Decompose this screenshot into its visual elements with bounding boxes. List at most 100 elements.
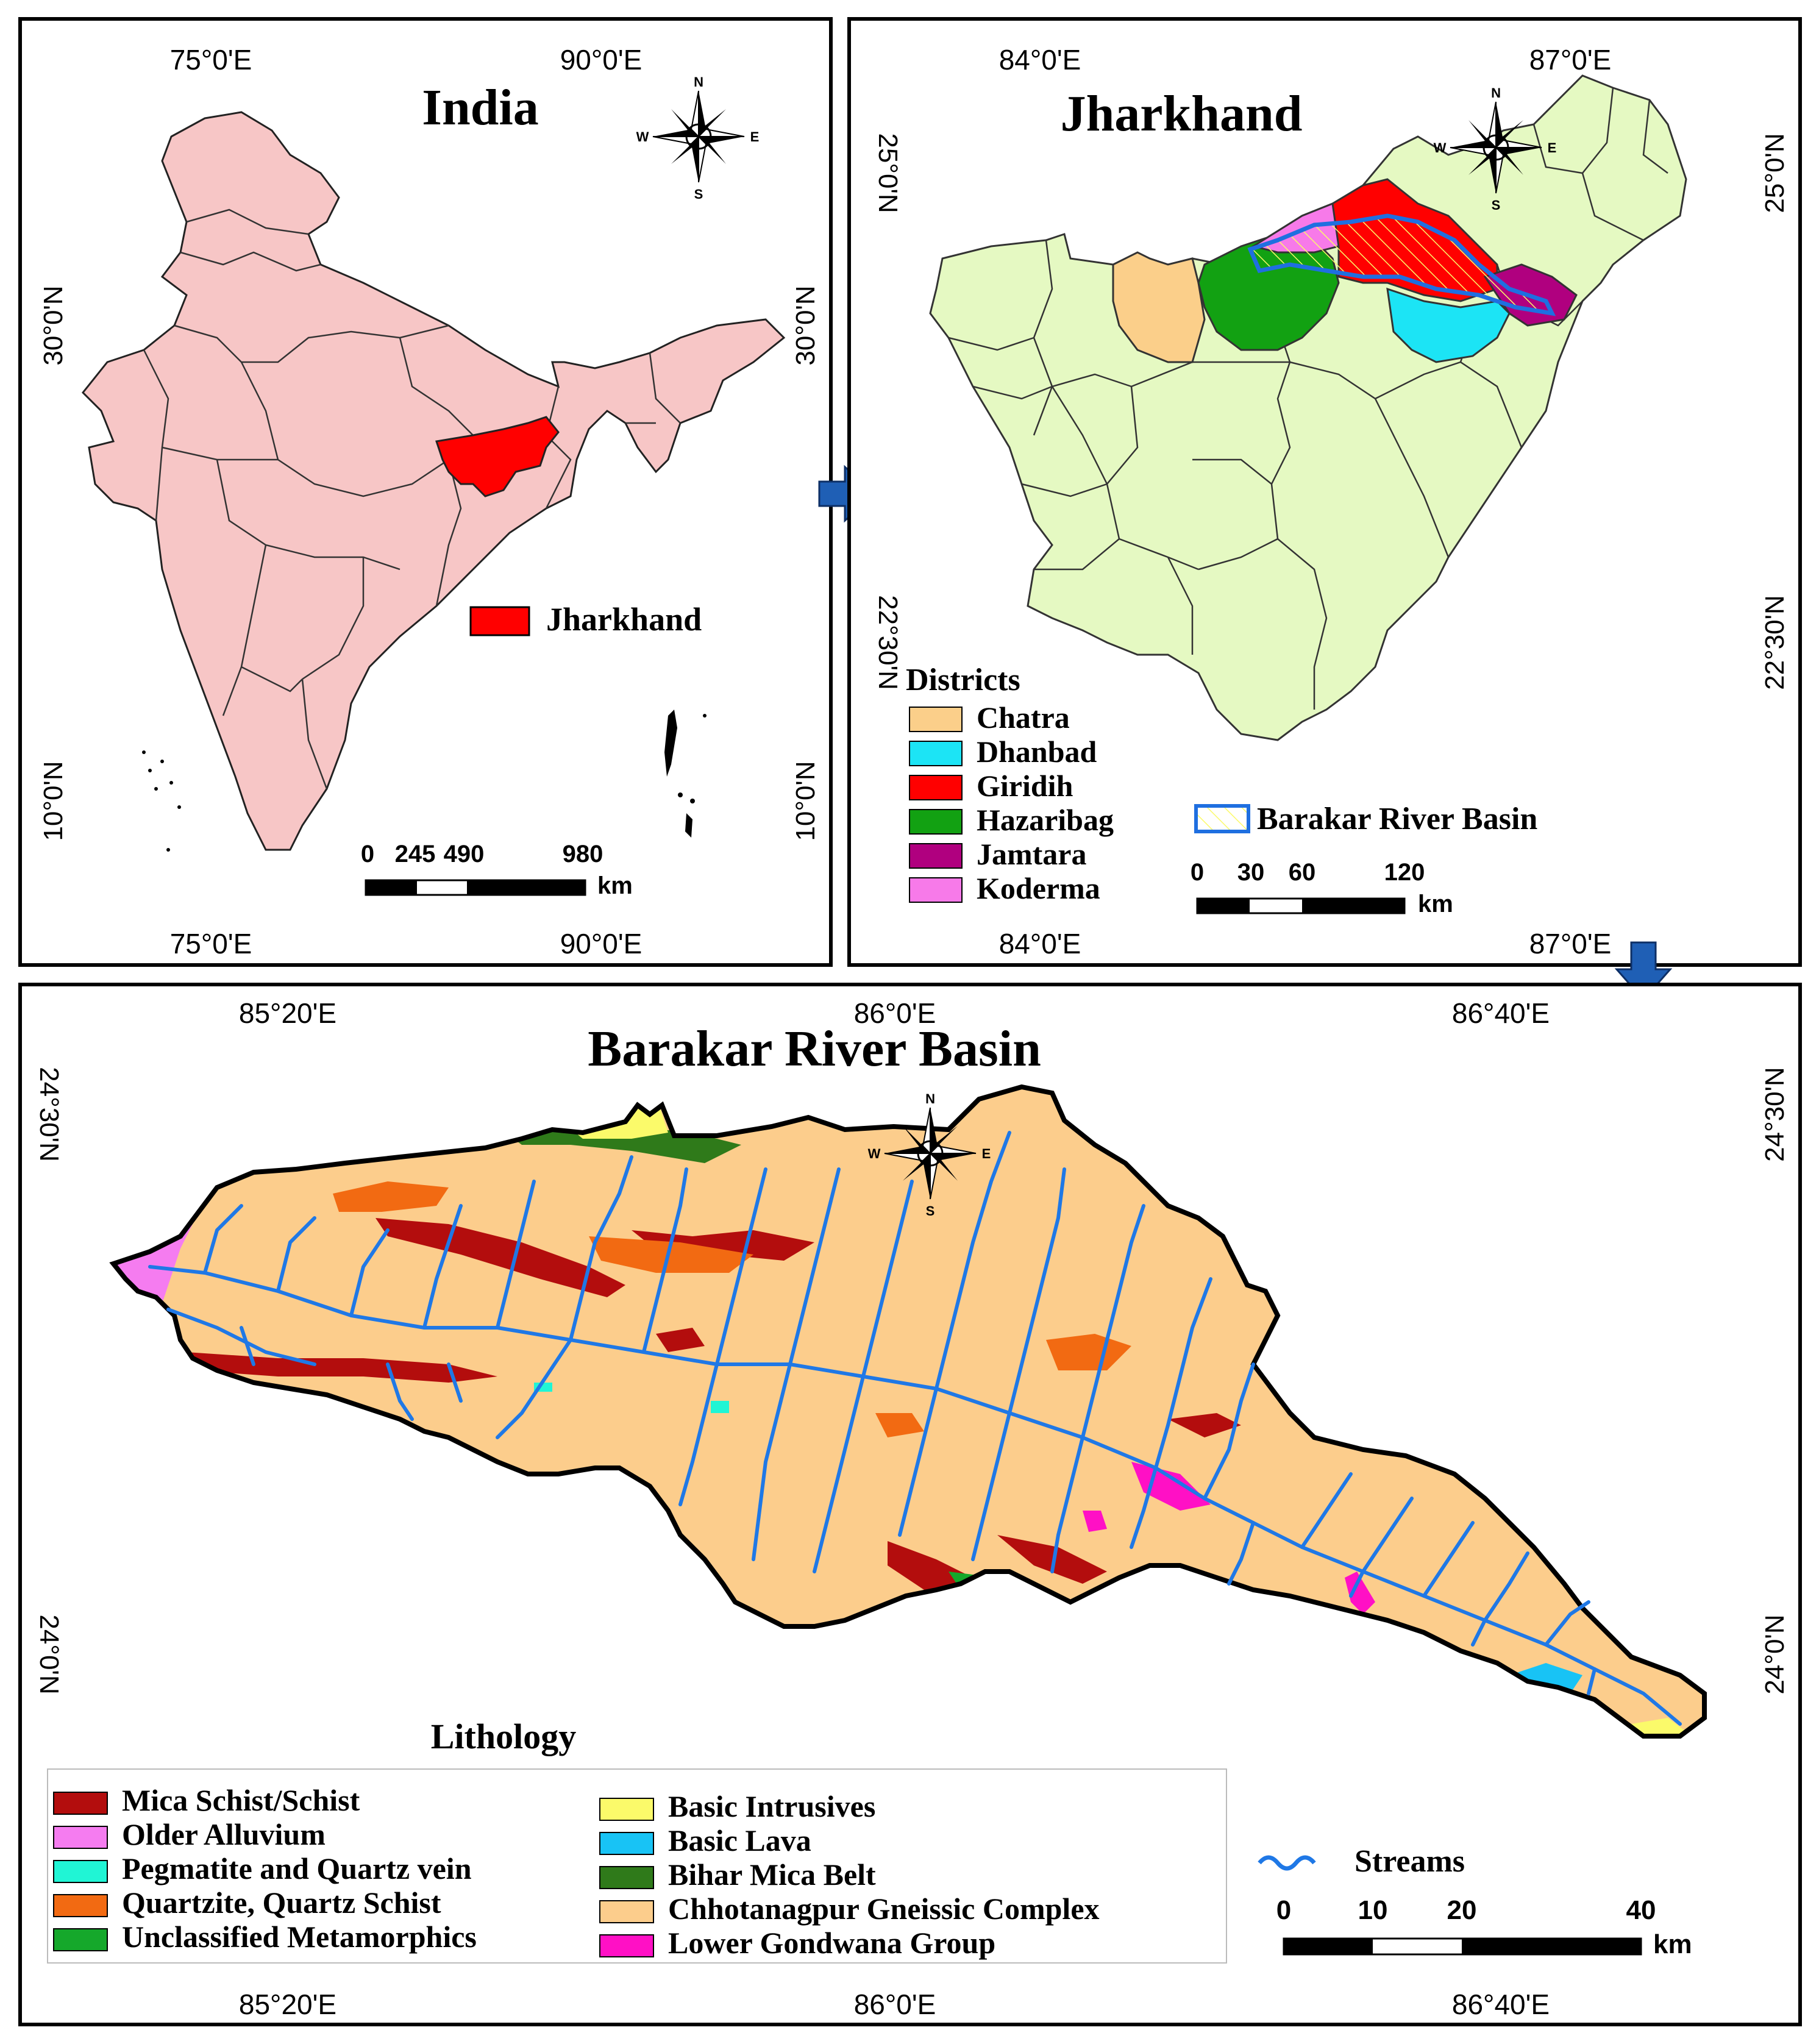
top-lon-1: 84°0'E (999, 44, 1081, 76)
left-lat-2: 10°0'N (38, 761, 68, 841)
svg-text:E: E (1548, 140, 1557, 155)
bottom-lon-1: 75°0'E (170, 928, 252, 960)
legend-swatch (54, 1792, 107, 1814)
legend-label: Older Alluvium (122, 1817, 326, 1851)
jharkhand-panel: 84°0'E 87°0'E 84°0'E 87°0'E 25°0'N 22°30… (847, 17, 1802, 967)
legend-swatch (600, 1832, 653, 1854)
bottom-lon-2: 86°0'E (854, 1989, 936, 2020)
legend-label: Lower Gondwana Group (668, 1926, 995, 1960)
legend-swatch (600, 1798, 653, 1820)
legend-swatch (910, 775, 962, 800)
svg-text:km: km (597, 872, 633, 899)
basin-scale-bar: 0 10 20 40 km (1276, 1895, 1692, 1959)
bottom-lon-2: 87°0'E (1529, 928, 1612, 960)
india-panel: 75°0'E 90°0'E 75°0'E 90°0'E 30°0'N 10°0'… (18, 17, 833, 967)
basin-panel: 85°20'E 86°0'E 86°40'E 85°20'E 86°0'E 86… (18, 983, 1802, 2026)
left-lat-2: 22°30'N (873, 595, 903, 690)
india-scale-bar: 0 245 490 980 km (361, 841, 633, 899)
svg-text:E: E (982, 1146, 991, 1161)
svg-text:km: km (1418, 891, 1453, 917)
legend-swatch (600, 1867, 653, 1889)
left-lat-1: 24°30'N (34, 1067, 64, 1162)
svg-text:0: 0 (1191, 859, 1204, 886)
jharkhand-title: Jharkhand (1061, 85, 1303, 142)
legend-swatch (910, 741, 962, 766)
svg-text:30: 30 (1237, 859, 1265, 886)
top-lon-2: 90°0'E (560, 44, 643, 76)
legend-label: Jamtara (977, 837, 1087, 871)
legend-label-streams: Streams (1354, 1844, 1465, 1879)
legend-label: Mica Schist/Schist (122, 1783, 360, 1817)
right-lat-1: 25°0'N (1760, 133, 1790, 213)
legend-swatch (600, 1901, 653, 1923)
svg-text:N: N (1491, 85, 1501, 101)
basin-map: 85°20'E 86°0'E 86°40'E 85°20'E 86°0'E 86… (22, 986, 1798, 2023)
legend-label: Basic Lava (668, 1823, 811, 1857)
legend-label: Basic Intrusives (668, 1789, 875, 1823)
svg-text:km: km (1653, 1929, 1692, 1959)
jharkhand-scale-bar: 0 30 60 120 km (1191, 859, 1453, 917)
svg-text:0: 0 (361, 841, 374, 867)
legend-swatch (54, 1861, 107, 1882)
legend-swatch (600, 1935, 653, 1957)
legend-label-basin: Barakar River Basin (1257, 802, 1537, 836)
top-lon-1: 85°20'E (239, 997, 336, 1029)
bottom-lon-2: 90°0'E (560, 928, 643, 960)
top-lon-1: 75°0'E (170, 44, 252, 76)
right-lat-1: 30°0'N (791, 285, 821, 365)
legend-swatch (910, 844, 962, 868)
legend-label: Chatra (977, 700, 1070, 735)
india-outline (83, 112, 784, 850)
districts-legend: Districts ChatraDhanbadGiridihHazaribagJ… (906, 663, 1114, 905)
svg-text:0: 0 (1276, 1895, 1291, 1925)
bottom-lon-1: 85°20'E (239, 1989, 336, 2020)
right-lat-2: 22°30'N (1760, 595, 1790, 690)
india-title: India (422, 79, 538, 136)
legend-swatch (910, 810, 962, 834)
legend-swatch (910, 878, 962, 902)
svg-text:245: 245 (395, 841, 436, 867)
legend-swatch-jharkhand (471, 607, 529, 635)
svg-text:W: W (636, 129, 649, 144)
legend-swatch (910, 707, 962, 732)
top-lon-2: 87°0'E (1529, 44, 1612, 76)
basin-title: Barakar River Basin (588, 1020, 1041, 1077)
legend-swatch-basin (1196, 806, 1248, 831)
svg-text:60: 60 (1289, 859, 1316, 886)
svg-text:S: S (926, 1203, 935, 1219)
legend-label: Hazaribag (977, 803, 1114, 837)
jharkhand-map: 84°0'E 87°0'E 84°0'E 87°0'E 25°0'N 22°30… (851, 21, 1798, 963)
legend-swatch (54, 1895, 107, 1917)
svg-text:E: E (750, 129, 760, 144)
svg-text:S: S (694, 187, 703, 202)
lithology-heading: Lithology (431, 1717, 577, 1756)
legend-label: Giridih (977, 769, 1073, 803)
legend-label: Bihar Mica Belt (668, 1857, 876, 1892)
svg-text:490: 490 (444, 841, 485, 867)
legend-label: Pegmatite and Quartz vein (122, 1851, 472, 1886)
svg-text:W: W (1434, 140, 1447, 155)
svg-text:N: N (925, 1091, 935, 1106)
bottom-lon-3: 86°40'E (1452, 1989, 1550, 2020)
legend-label: Dhanbad (977, 735, 1097, 769)
legend-label: Koderma (977, 871, 1100, 905)
svg-text:N: N (694, 74, 703, 90)
india-map: 75°0'E 90°0'E 75°0'E 90°0'E 30°0'N 10°0'… (22, 21, 829, 963)
svg-text:40: 40 (1626, 1895, 1656, 1925)
svg-text:20: 20 (1447, 1895, 1477, 1925)
svg-text:980: 980 (563, 841, 603, 867)
svg-text:120: 120 (1384, 859, 1425, 886)
svg-text:S: S (1492, 198, 1501, 213)
top-lon-3: 86°40'E (1452, 997, 1550, 1029)
svg-text:10: 10 (1358, 1895, 1388, 1925)
left-lat-2: 24°0'N (34, 1614, 64, 1694)
legend-swatch (54, 1929, 107, 1951)
districts-heading: Districts (906, 663, 1020, 697)
bottom-lon-1: 84°0'E (999, 928, 1081, 960)
right-lat-1: 24°30'N (1760, 1067, 1790, 1162)
legend-label: Unclassified Metamorphics (122, 1920, 477, 1954)
svg-text:W: W (868, 1146, 881, 1161)
legend-label: Quartzite, Quartz Schist (122, 1886, 441, 1920)
left-lat-1: 25°0'N (873, 133, 903, 213)
legend-label-jharkhand: Jharkhand (546, 601, 702, 638)
